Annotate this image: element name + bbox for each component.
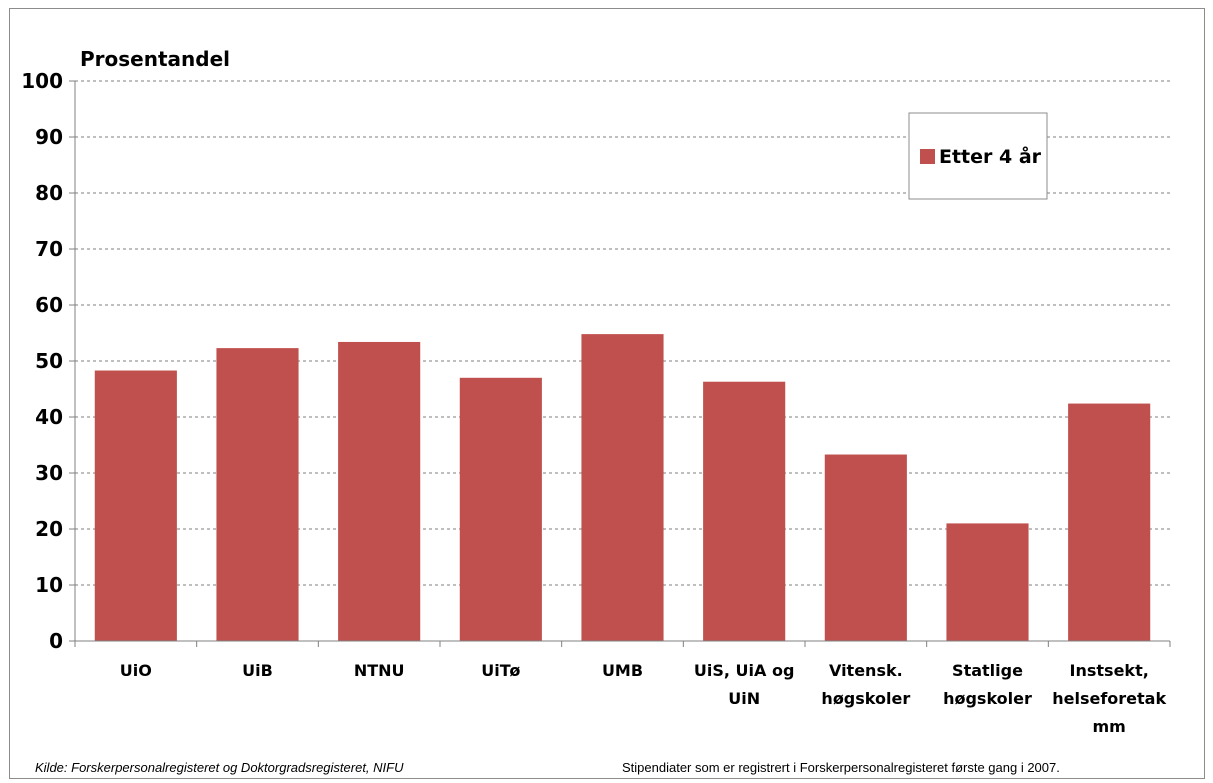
bar bbox=[94, 370, 177, 641]
bar bbox=[581, 334, 664, 641]
y-axis-label: Prosentandel bbox=[80, 47, 230, 71]
bar bbox=[338, 341, 421, 641]
bar bbox=[946, 523, 1029, 641]
legend-swatch bbox=[920, 149, 935, 164]
x-tick-label: UMB bbox=[602, 661, 643, 680]
bar bbox=[459, 377, 542, 641]
x-tick-label: UiB bbox=[242, 661, 273, 680]
x-tick-label: høgskoler bbox=[821, 689, 910, 708]
x-tick-label: NTNU bbox=[354, 661, 405, 680]
legend-label: Etter 4 år bbox=[939, 144, 1042, 168]
x-tick-label: Vitensk. bbox=[829, 661, 903, 680]
x-tick-label: Statlige bbox=[952, 661, 1023, 680]
x-tick-label: helseforetak bbox=[1052, 689, 1166, 708]
y-tick-label: 50 bbox=[35, 349, 63, 373]
x-tick-label: UiTø bbox=[481, 661, 520, 680]
x-tick-label: UiO bbox=[120, 661, 152, 680]
bar bbox=[216, 348, 299, 641]
x-tick-label: høgskoler bbox=[943, 689, 1032, 708]
x-tick-label: UiS, UiA og bbox=[694, 661, 795, 680]
footnote: Stipendiater som er registrert i Forsker… bbox=[622, 760, 1060, 775]
y-tick-label: 10 bbox=[35, 573, 63, 597]
bar bbox=[703, 381, 786, 641]
x-tick-label: mm bbox=[1092, 717, 1125, 736]
x-tick-label: Instsekt, bbox=[1070, 661, 1149, 680]
y-tick-label: 80 bbox=[35, 181, 63, 205]
y-tick-label: 60 bbox=[35, 293, 63, 317]
x-tick-label: UiN bbox=[728, 689, 760, 708]
bar bbox=[1068, 403, 1151, 641]
bar bbox=[824, 454, 907, 641]
source-note: Kilde: Forskerpersonalregisteret og Dokt… bbox=[35, 760, 404, 775]
y-tick-label: 30 bbox=[35, 461, 63, 485]
y-tick-label: 70 bbox=[35, 237, 63, 261]
y-tick-label: 0 bbox=[49, 629, 63, 653]
y-tick-label: 20 bbox=[35, 517, 63, 541]
y-tick-label: 40 bbox=[35, 405, 63, 429]
y-tick-label: 90 bbox=[35, 125, 63, 149]
y-tick-label: 100 bbox=[21, 69, 63, 93]
